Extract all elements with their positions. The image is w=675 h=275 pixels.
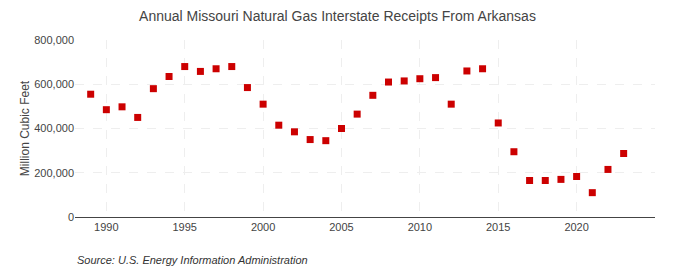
svg-text:Source: U.S. Energy Informatio: Source: U.S. Energy Information Administ… (77, 254, 308, 266)
svg-text:0: 0 (68, 211, 74, 223)
svg-text:2020: 2020 (564, 221, 588, 233)
svg-text:Million Cubic Feet: Million Cubic Feet (18, 80, 32, 176)
svg-text:Annual Missouri Natural Gas In: Annual Missouri Natural Gas Interstate R… (139, 8, 536, 24)
svg-text:2000: 2000 (251, 221, 275, 233)
svg-text:1995: 1995 (172, 221, 196, 233)
svg-text:400,000: 400,000 (34, 122, 74, 134)
svg-text:600,000: 600,000 (34, 78, 74, 90)
svg-text:1990: 1990 (94, 221, 118, 233)
svg-text:2015: 2015 (486, 221, 510, 233)
svg-text:2005: 2005 (329, 221, 353, 233)
svg-text:200,000: 200,000 (34, 167, 74, 179)
svg-text:800,000: 800,000 (34, 34, 74, 46)
svg-text:2010: 2010 (408, 221, 432, 233)
